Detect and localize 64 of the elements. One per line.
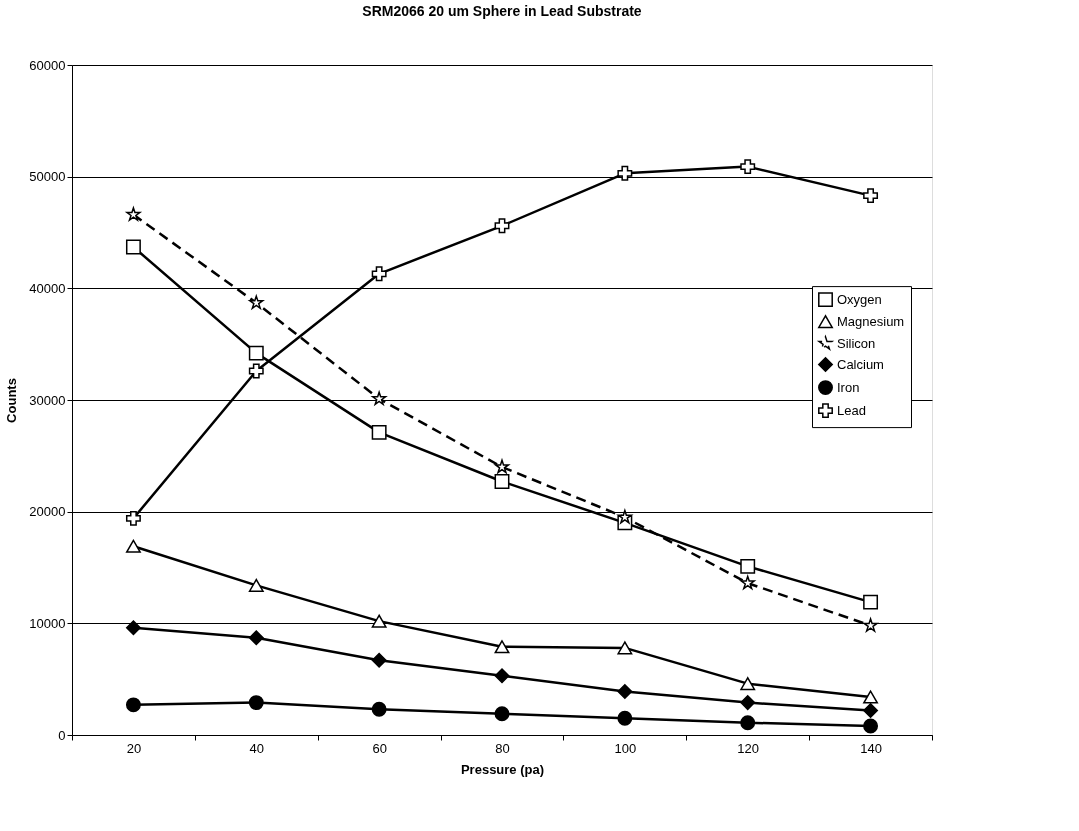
point bbox=[125, 510, 141, 526]
point bbox=[494, 668, 510, 684]
point bbox=[248, 578, 264, 592]
point bbox=[863, 690, 879, 704]
point bbox=[371, 266, 387, 282]
point bbox=[740, 715, 756, 731]
y-tick-label: 10000 bbox=[29, 615, 66, 631]
point bbox=[494, 640, 510, 654]
x-tick-label: 40 bbox=[249, 740, 265, 756]
point bbox=[249, 295, 264, 310]
legend-label: Oxygen bbox=[837, 291, 882, 307]
point bbox=[248, 345, 264, 361]
point bbox=[248, 630, 264, 646]
point bbox=[125, 539, 141, 553]
y-tick-label: 60000 bbox=[29, 57, 66, 73]
point bbox=[863, 702, 879, 718]
y-tick-label: 0 bbox=[58, 727, 66, 743]
point bbox=[248, 695, 264, 711]
point bbox=[740, 558, 756, 574]
y-tick-label: 40000 bbox=[29, 280, 66, 296]
x-tick-label: 120 bbox=[737, 740, 760, 756]
point bbox=[617, 710, 633, 726]
point bbox=[371, 614, 387, 628]
y-axis-title: Counts bbox=[4, 378, 20, 423]
y-tick-label: 30000 bbox=[29, 392, 66, 408]
legend-label: Lead bbox=[837, 402, 866, 418]
point bbox=[617, 509, 632, 524]
point bbox=[125, 697, 141, 713]
point bbox=[372, 391, 387, 406]
chart-title: SRM2066 20 um Sphere in Lead Substrate bbox=[362, 3, 642, 19]
point bbox=[740, 677, 756, 691]
point bbox=[617, 641, 633, 655]
point bbox=[863, 618, 878, 632]
point bbox=[126, 207, 141, 221]
y-tick-label: 50000 bbox=[29, 169, 66, 185]
x-tick-label: 80 bbox=[495, 740, 510, 756]
point bbox=[863, 718, 879, 734]
x-tick-label: 140 bbox=[860, 740, 882, 756]
point bbox=[863, 188, 879, 204]
point bbox=[617, 683, 633, 699]
legend-label: Iron bbox=[837, 379, 860, 395]
y-tick-label: 20000 bbox=[29, 504, 66, 520]
point bbox=[740, 159, 756, 175]
point bbox=[125, 239, 141, 255]
point bbox=[371, 652, 387, 668]
point bbox=[494, 218, 510, 234]
x-axis-title: Pressure (pa) bbox=[460, 761, 545, 777]
x-tick-label: 60 bbox=[372, 740, 387, 756]
legend-label: Magnesium bbox=[837, 313, 905, 329]
legend-label: Silicon bbox=[837, 335, 876, 351]
point bbox=[494, 706, 510, 722]
point bbox=[371, 424, 387, 440]
point bbox=[125, 620, 141, 636]
legend-label: Calcium bbox=[837, 356, 884, 372]
point bbox=[494, 459, 510, 474]
point bbox=[617, 165, 633, 181]
point bbox=[371, 701, 387, 717]
point bbox=[863, 594, 879, 610]
point bbox=[740, 575, 755, 590]
point bbox=[740, 695, 756, 711]
x-tick-label: 100 bbox=[614, 740, 637, 756]
point bbox=[248, 363, 264, 379]
point bbox=[494, 474, 510, 489]
x-tick-label: 20 bbox=[126, 740, 142, 756]
